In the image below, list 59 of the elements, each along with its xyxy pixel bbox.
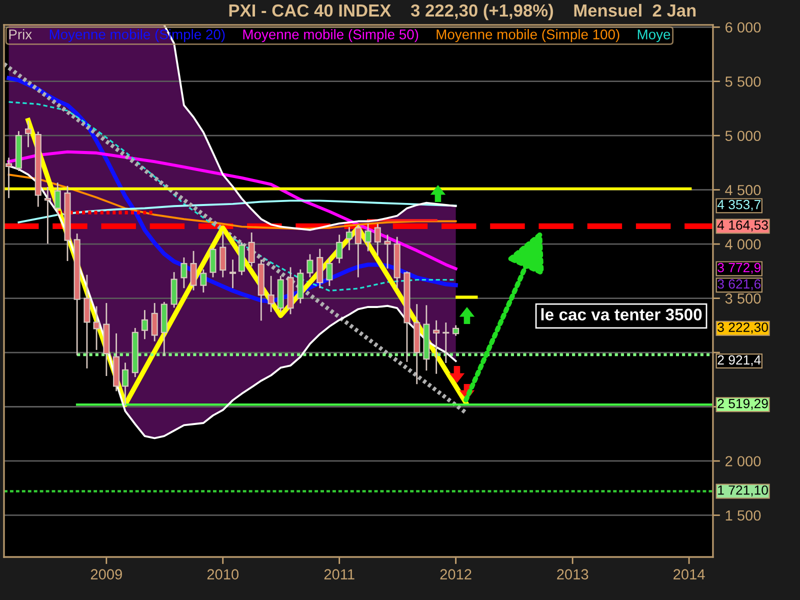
candlestick <box>336 234 343 264</box>
candlestick <box>433 320 440 374</box>
candlestick <box>268 276 274 312</box>
candlestick <box>346 227 352 250</box>
candlestick <box>200 269 207 292</box>
x-tick-label: 2014 <box>674 569 705 580</box>
y-tick-label: 4 500 <box>725 184 761 196</box>
candlestick <box>151 303 158 342</box>
candlestick <box>248 232 255 266</box>
candlestick <box>326 257 333 286</box>
annotation: le cac va tenter 3500 <box>541 308 702 320</box>
text: 3 222,30 <box>718 322 768 334</box>
y-tick-label: 2 000 <box>726 456 761 466</box>
y-tick-label: 1 500 <box>726 510 761 521</box>
candlestick <box>354 224 362 278</box>
candlestick <box>190 250 197 290</box>
candlestick <box>84 274 90 368</box>
candlestick <box>210 248 216 278</box>
line-series <box>18 200 457 224</box>
candlestick <box>306 254 314 278</box>
candlestick <box>230 260 236 288</box>
text: 3 621,6 <box>718 279 761 290</box>
x-tick-label: 2012 <box>440 569 472 580</box>
text: 2 519,29 <box>718 398 768 410</box>
text: Moyenne mobile (Simple 50) <box>243 29 418 42</box>
y-tick-label: 6 000 <box>726 22 761 33</box>
x-tick-label: 2010 <box>207 569 239 580</box>
candlestick <box>122 362 129 406</box>
candlestick <box>54 182 61 216</box>
text: Moye <box>638 30 670 42</box>
ref-line-label: 1 721,10 <box>718 485 768 496</box>
line-series <box>8 101 457 292</box>
candlestick <box>364 224 372 252</box>
x-tick-label: 2011 <box>324 569 354 580</box>
y-tick-label: 3 500 <box>725 293 761 304</box>
text: Prix <box>9 29 32 40</box>
candlestick <box>24 120 32 148</box>
candlestick <box>44 186 51 244</box>
candlestick <box>220 231 226 278</box>
candlestick <box>374 224 381 256</box>
y-tick-label: 5 500 <box>725 76 761 87</box>
text: 2 921,4 <box>718 355 761 366</box>
candlestick <box>442 322 450 363</box>
text: 3 772,9 <box>718 262 761 274</box>
text: 4 353,7 <box>717 200 760 211</box>
line-series <box>8 174 457 230</box>
candlestick <box>141 310 148 340</box>
candlestick <box>384 234 391 269</box>
candlestick <box>180 257 188 288</box>
candlestick <box>452 325 460 336</box>
candlestick <box>93 306 100 350</box>
y-tick-label: 5 000 <box>725 130 761 142</box>
y-tick-label: 4 000 <box>725 239 761 250</box>
x-tick-label: 2013 <box>557 569 588 580</box>
x-tick-label: 2009 <box>90 569 122 580</box>
chart-title: PXI - CAC 40 INDEX 3 222,30 (+1,98%) Mensuel 2 Jan <box>229 4 696 20</box>
text: Moyenne mobile (Simple 100) <box>436 29 620 42</box>
ref-line-label: 4 164,53 <box>717 220 768 232</box>
candlestick <box>6 158 12 198</box>
